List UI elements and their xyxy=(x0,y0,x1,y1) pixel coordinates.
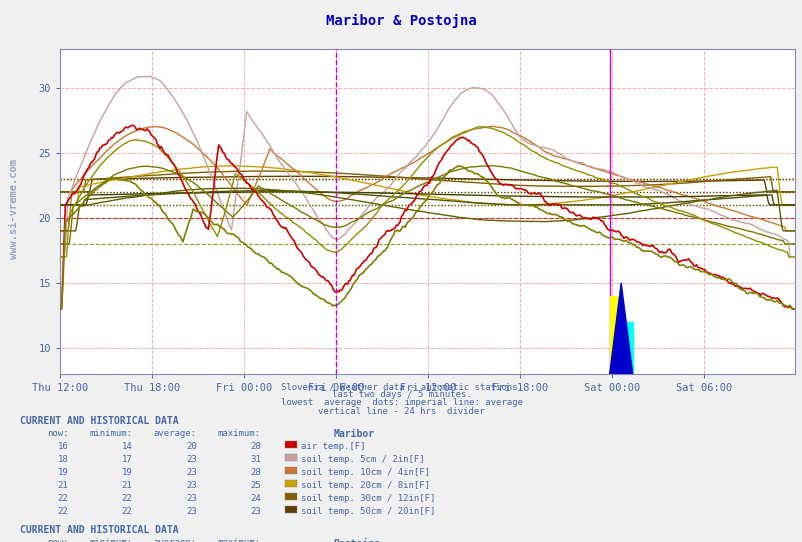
Text: 14: 14 xyxy=(122,442,132,451)
Text: lowest  average  dots: imperial line: average: lowest average dots: imperial line: aver… xyxy=(280,398,522,408)
Text: 21: 21 xyxy=(122,481,132,490)
Text: air temp.[F]: air temp.[F] xyxy=(301,442,365,451)
Text: Postojna: Postojna xyxy=(333,538,380,542)
Text: Maribor: Maribor xyxy=(333,429,374,439)
Text: 17: 17 xyxy=(122,455,132,464)
Text: 31: 31 xyxy=(250,455,261,464)
Bar xyxy=(609,296,621,374)
Text: 24: 24 xyxy=(250,494,261,503)
Text: minimum:: minimum: xyxy=(89,538,132,542)
Text: 23: 23 xyxy=(186,468,196,477)
Text: 16: 16 xyxy=(58,442,68,451)
Text: 22: 22 xyxy=(122,507,132,516)
Text: CURRENT AND HISTORICAL DATA: CURRENT AND HISTORICAL DATA xyxy=(20,525,179,535)
Text: 23: 23 xyxy=(250,507,261,516)
Text: last two days / 5 minutes.: last two days / 5 minutes. xyxy=(331,390,471,399)
Text: 23: 23 xyxy=(186,481,196,490)
Text: 23: 23 xyxy=(186,455,196,464)
Text: 28: 28 xyxy=(250,468,261,477)
Text: 22: 22 xyxy=(122,494,132,503)
Text: maximum:: maximum: xyxy=(217,538,261,542)
Text: 20: 20 xyxy=(186,442,196,451)
Text: 23: 23 xyxy=(186,507,196,516)
Text: 22: 22 xyxy=(58,494,68,503)
Text: soil temp. 5cm / 2in[F]: soil temp. 5cm / 2in[F] xyxy=(301,455,424,464)
Text: average:: average: xyxy=(153,538,196,542)
Bar xyxy=(621,322,632,374)
Text: 19: 19 xyxy=(58,468,68,477)
Text: 23: 23 xyxy=(186,494,196,503)
Text: now:: now: xyxy=(47,538,68,542)
Text: vertical line - 24 hrs  divider: vertical line - 24 hrs divider xyxy=(318,406,484,416)
Text: maximum:: maximum: xyxy=(217,429,261,438)
Text: soil temp. 10cm / 4in[F]: soil temp. 10cm / 4in[F] xyxy=(301,468,430,477)
Text: CURRENT AND HISTORICAL DATA: CURRENT AND HISTORICAL DATA xyxy=(20,416,179,426)
Text: 19: 19 xyxy=(122,468,132,477)
Text: 25: 25 xyxy=(250,481,261,490)
Text: soil temp. 50cm / 20in[F]: soil temp. 50cm / 20in[F] xyxy=(301,507,435,516)
Text: Maribor & Postojna: Maribor & Postojna xyxy=(326,14,476,28)
Text: average:: average: xyxy=(153,429,196,438)
Text: soil temp. 30cm / 12in[F]: soil temp. 30cm / 12in[F] xyxy=(301,494,435,503)
Text: now:: now: xyxy=(47,429,68,438)
Text: 21: 21 xyxy=(58,481,68,490)
Text: 18: 18 xyxy=(58,455,68,464)
Text: www.si-vreme.com: www.si-vreme.com xyxy=(10,159,19,259)
Text: 28: 28 xyxy=(250,442,261,451)
Text: 22: 22 xyxy=(58,507,68,516)
Text: soil temp. 20cm / 8in[F]: soil temp. 20cm / 8in[F] xyxy=(301,481,430,490)
Text: minimum:: minimum: xyxy=(89,429,132,438)
Text: Slovenia / Weather data - automatic stations.: Slovenia / Weather data - automatic stat… xyxy=(280,382,522,391)
Polygon shape xyxy=(609,283,632,374)
